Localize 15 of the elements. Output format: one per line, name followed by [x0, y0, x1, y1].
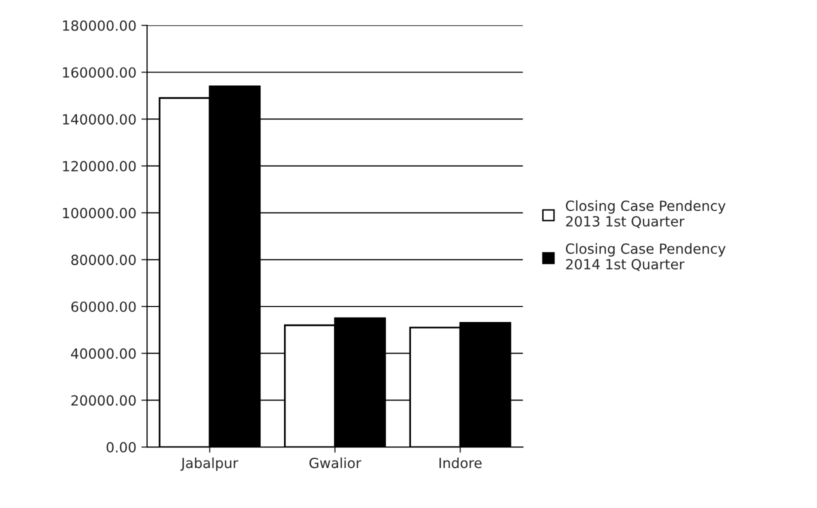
- y-tick-label: 120000.00: [63, 160, 136, 172]
- legend-label: Closing Case Pendency 2014 1st Quarter: [566, 243, 726, 272]
- y-tick-label: 80000.00: [71, 254, 136, 266]
- y-tick-label: 40000.00: [71, 348, 136, 359]
- y-tick-label: 60000.00: [71, 301, 136, 312]
- legend-label: Closing Case Pendency 2013 1st Quarter: [566, 200, 726, 228]
- x-tick-label: Gwalior: [309, 457, 362, 468]
- y-tick-label: 160000.00: [63, 67, 136, 78]
- x-tick-label: Jabalpur: [180, 457, 238, 471]
- y-tick-label: 20000.00: [71, 395, 136, 406]
- x-tick-label: Indore: [440, 457, 482, 468]
- y-tick-label: 0.00: [106, 442, 136, 453]
- y-tick-label: 140000.00: [63, 114, 136, 125]
- y-tick-label: 100000.00: [63, 208, 136, 218]
- y-tick-label: 180000.00: [63, 20, 136, 31]
